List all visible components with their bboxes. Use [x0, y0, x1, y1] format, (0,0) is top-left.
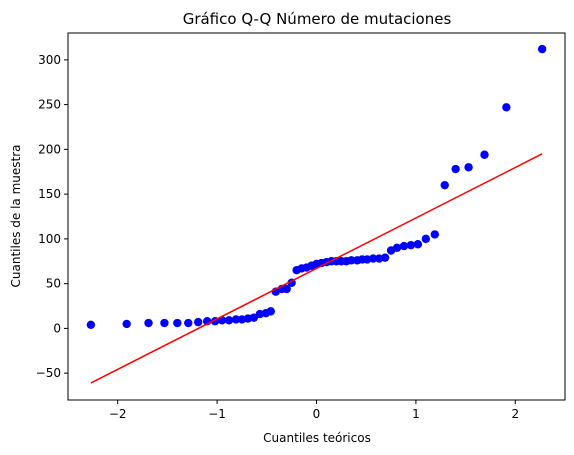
- data-point: [86, 320, 96, 330]
- y-tick-label: −50: [36, 366, 61, 380]
- y-tick-label: 100: [38, 232, 61, 246]
- data-point: [282, 284, 291, 294]
- plot-area: [86, 44, 547, 384]
- x-tick-label: 1: [412, 407, 420, 421]
- data-point: [173, 318, 182, 328]
- fit-line: [90, 153, 543, 384]
- y-axis: −50 0 50 100 150 200 250 300: [36, 53, 68, 380]
- x-tick-label: −2: [109, 407, 127, 421]
- data-point: [399, 241, 409, 251]
- data-point: [406, 240, 416, 250]
- x-tick-label: 2: [511, 407, 519, 421]
- y-axis-label: Cuantiles de la muestra: [9, 144, 23, 287]
- x-tick-label: 0: [313, 407, 321, 421]
- data-point: [380, 253, 390, 262]
- data-point: [537, 44, 547, 54]
- data-point: [464, 163, 473, 172]
- data-point: [392, 243, 402, 253]
- data-point: [122, 319, 131, 329]
- chart-title: Gráfico Q-Q Número de mutaciones: [183, 10, 452, 28]
- y-tick-label: 0: [53, 321, 61, 335]
- x-axis: −2 −1 0 1 2: [109, 400, 519, 421]
- data-point: [480, 150, 489, 159]
- x-axis-label: Cuantiles teóricos: [263, 431, 371, 445]
- data-point: [194, 317, 203, 327]
- y-tick-label: 200: [38, 142, 61, 156]
- x-tick-label: −1: [208, 407, 226, 421]
- data-point: [413, 240, 423, 249]
- data-point: [184, 318, 193, 328]
- data-point: [347, 256, 356, 265]
- data-point: [231, 315, 241, 324]
- data-point: [421, 234, 431, 244]
- data-point: [502, 103, 511, 112]
- y-tick-label: 150: [38, 187, 61, 201]
- data-point: [160, 318, 169, 328]
- y-tick-label: 50: [46, 277, 61, 291]
- data-point: [266, 307, 275, 316]
- y-tick-label: 300: [38, 53, 61, 67]
- data-point: [368, 254, 378, 263]
- data-point: [144, 318, 153, 328]
- data-point: [224, 316, 234, 325]
- plot-frame: [67, 32, 566, 401]
- y-tick-label: 250: [38, 98, 61, 112]
- data-point: [451, 164, 460, 174]
- data-point: [440, 180, 449, 190]
- data-point: [430, 230, 439, 239]
